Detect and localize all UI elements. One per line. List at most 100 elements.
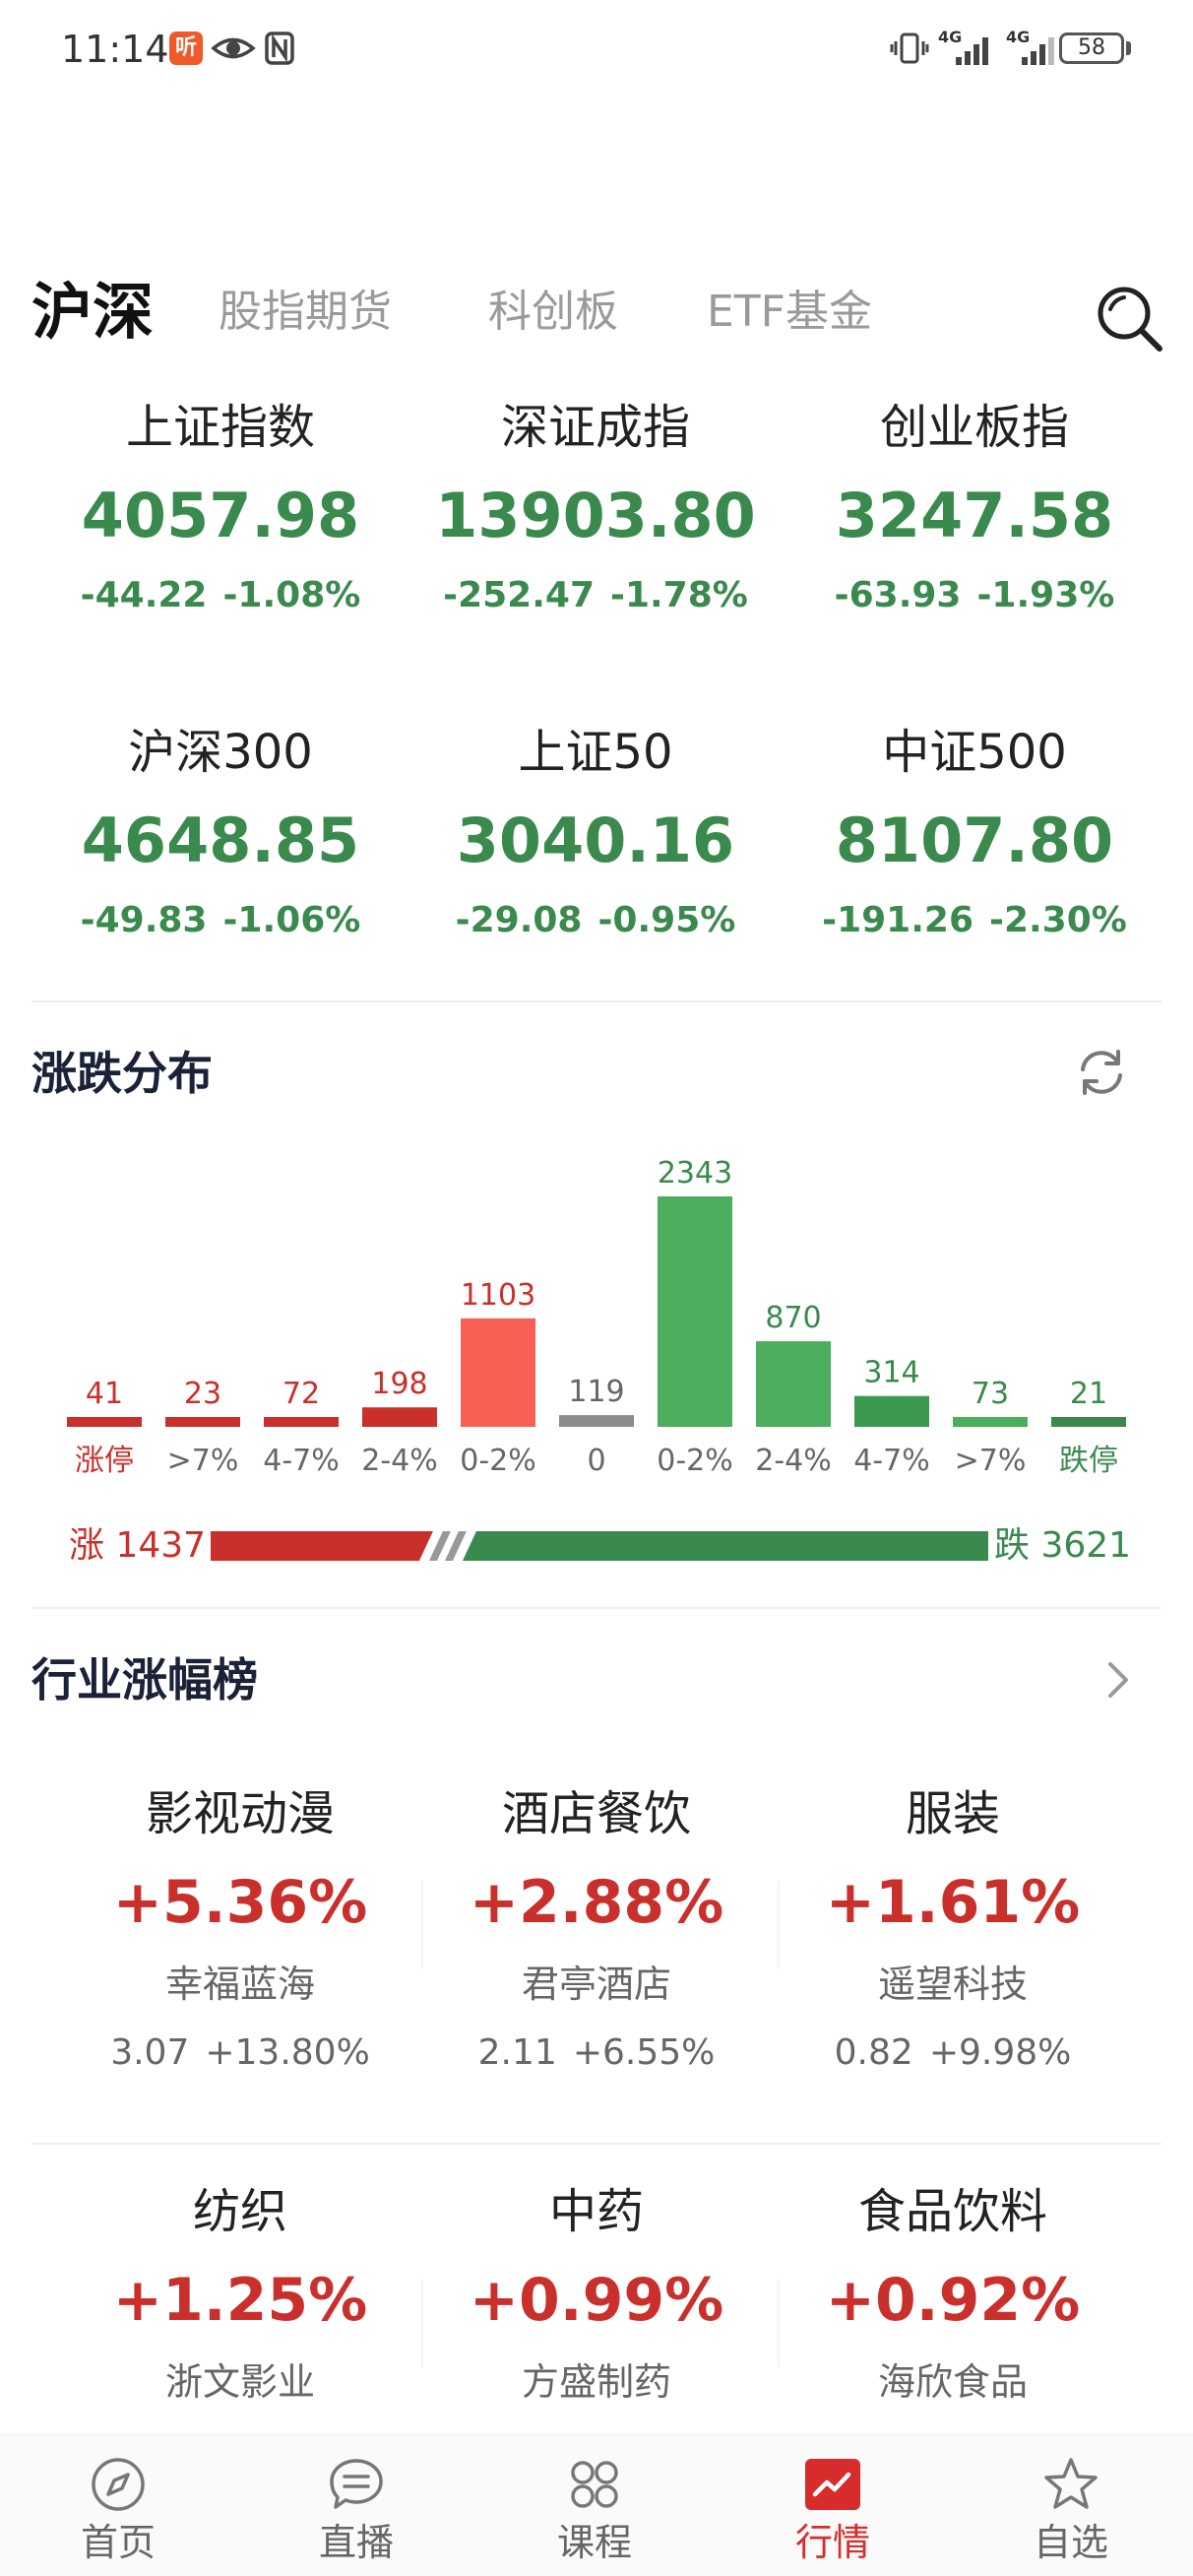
index-card-sse50[interactable]: 上证50 3040.16 -29.08 -0.95% <box>399 721 792 945</box>
bar-value-label: 2343 <box>658 1156 732 1191</box>
stock-pct: +9.98% <box>928 2032 1072 2073</box>
tab-index-futures[interactable]: 股指期货 <box>219 287 392 337</box>
leading-stock-quote: 0.82 +9.98% <box>775 2029 1131 2078</box>
bar-category-label: 0-2% <box>657 1444 733 1478</box>
industry-pct: +1.25% <box>112 2266 368 2335</box>
index-card-szse[interactable]: 深证成指 13903.80 -252.47 -1.78% <box>399 396 792 620</box>
index-value: 13903.80 <box>435 480 756 551</box>
industry-pct: +2.88% <box>469 1868 724 1937</box>
bar-value-label: 23 <box>184 1377 221 1411</box>
nav-home[interactable]: 首页 <box>20 2435 217 2576</box>
nav-label: 课程 <box>556 2521 632 2564</box>
index-change-pct: -1.06% <box>222 900 361 940</box>
index-card-sse[interactable]: 上证指数 4057.98 -44.22 -1.08% <box>24 396 417 620</box>
nav-market[interactable]: 行情 <box>734 2435 931 2576</box>
industry-card-food[interactable]: 食品饮料 +0.92% 海欣食品 <box>775 2180 1131 2409</box>
status-time: 11:14 <box>61 28 169 71</box>
nav-label: 首页 <box>80 2521 156 2564</box>
industry-name: 服装 <box>905 1786 1000 1841</box>
leading-stock: 海欣食品 <box>877 2360 1028 2404</box>
leading-stock-quote: 3.07 +13.80% <box>62 2029 418 2078</box>
grid-icon <box>571 2461 618 2508</box>
index-value: 4057.98 <box>81 480 360 551</box>
bar-value-label: 1103 <box>461 1278 535 1313</box>
index-value: 4648.85 <box>81 805 360 876</box>
index-change: -63.93 -1.93% <box>778 571 1171 620</box>
leading-stock: 浙文影业 <box>164 2360 315 2404</box>
distribution-bar <box>362 1407 437 1427</box>
refresh-icon[interactable] <box>1073 1044 1130 1101</box>
industry-card-film[interactable]: 影视动漫 +5.36% 幸福蓝海 3.07 +13.80% <box>62 1782 418 2078</box>
industry-pct: +5.36% <box>112 1868 368 1937</box>
bar-category-label: >7% <box>955 1444 1027 1478</box>
index-name: 上证50 <box>518 725 673 780</box>
chevron-right-icon[interactable] <box>1100 1656 1136 1704</box>
index-change-pct: -0.95% <box>597 900 736 940</box>
tab-star-market[interactable]: 科创板 <box>488 287 618 337</box>
index-change-abs: -63.93 <box>834 575 962 615</box>
distribution-chart: 41 涨停 23 >7% 72 4-7% 198 2-4% 1103 0-2% 119 0 2343 0-… <box>67 1156 1126 1478</box>
index-card-chinext[interactable]: 创业板指 3247.58 -63.93 -1.93% <box>778 396 1171 620</box>
network-type-2: 4G <box>1006 28 1031 46</box>
battery-indicator: 58 <box>1059 32 1124 64</box>
distribution-bar <box>165 1417 240 1427</box>
index-change-abs: -252.47 <box>443 575 596 615</box>
index-change-pct: -1.78% <box>610 575 748 615</box>
index-change: -29.08 -0.95% <box>399 896 792 945</box>
index-change-pct: -1.93% <box>976 575 1115 615</box>
index-change-abs: -44.22 <box>80 575 208 615</box>
distribution-bar <box>658 1196 732 1427</box>
industry-card-apparel[interactable]: 服装 +1.61% 遥望科技 0.82 +9.98% <box>775 1782 1131 2078</box>
index-change-abs: -49.83 <box>80 900 208 940</box>
distribution-bar <box>67 1417 142 1427</box>
industry-name: 纺织 <box>192 2184 287 2239</box>
flat-ratio-segment <box>428 1531 451 1561</box>
nav-courses[interactable]: 课程 <box>496 2435 693 2576</box>
index-name: 沪深300 <box>128 725 313 780</box>
nav-label: 行情 <box>794 2521 870 2564</box>
bar-value-label: 119 <box>568 1375 624 1409</box>
industry-card-tcm[interactable]: 中药 +0.99% 方盛制药 <box>418 2180 775 2409</box>
index-name: 上证指数 <box>125 400 315 455</box>
index-card-csi300[interactable]: 沪深300 4648.85 -49.83 -1.06% <box>24 721 417 945</box>
distribution-bar <box>854 1395 929 1427</box>
index-name: 深证成指 <box>500 400 690 455</box>
tab-hushen[interactable]: 沪深 <box>31 276 155 348</box>
bar-category-label: 涨停 <box>75 1444 134 1478</box>
distribution-bar <box>559 1415 634 1427</box>
bar-category-label: 2-4% <box>755 1444 832 1478</box>
bar-value-label: 41 <box>86 1377 123 1411</box>
nav-watchlist[interactable]: 自选 <box>973 2435 1169 2576</box>
index-name: 创业板指 <box>879 400 1069 455</box>
section-divider <box>31 1607 1162 1609</box>
industry-card-textile[interactable]: 纺织 +1.25% 浙文影业 <box>62 2180 418 2409</box>
bar-category-label: 4-7% <box>853 1444 930 1478</box>
signal-icon <box>956 37 988 65</box>
bar-value-label: 73 <box>972 1377 1009 1411</box>
tab-etf[interactable]: ETF基金 <box>707 287 872 337</box>
index-card-csi500[interactable]: 中证500 8107.80 -191.26 -2.30% <box>778 721 1171 945</box>
industry-name: 酒店餐饮 <box>501 1786 691 1841</box>
industry-name: 食品饮料 <box>857 2184 1047 2239</box>
bar-value-label: 72 <box>283 1377 320 1411</box>
industry-title: 行业涨幅榜 <box>31 1653 258 1707</box>
nav-live[interactable]: 直播 <box>258 2435 455 2576</box>
battery-tip <box>1126 41 1131 55</box>
distribution-bar <box>756 1341 831 1427</box>
leading-stock-quote: 2.11 +6.55% <box>418 2029 775 2078</box>
bar-category-label: 0 <box>587 1444 605 1478</box>
industry-name: 中药 <box>548 2184 644 2239</box>
index-change: -44.22 -1.08% <box>24 571 417 620</box>
index-change: -49.83 -1.06% <box>24 896 417 945</box>
bar-value-label: 198 <box>371 1367 427 1401</box>
index-value: 3040.16 <box>456 805 735 876</box>
vibrate-icon <box>890 32 929 64</box>
star-icon <box>1044 2458 1098 2509</box>
bar-value-label: 21 <box>1070 1377 1107 1411</box>
bar-category-label: 4-7% <box>263 1444 340 1478</box>
industry-pct: +0.99% <box>469 2266 724 2335</box>
distribution-bar <box>953 1417 1028 1427</box>
industry-card-hotel[interactable]: 酒店餐饮 +2.88% 君亭酒店 2.11 +6.55% <box>418 1782 775 2078</box>
bar-category-label: 2-4% <box>361 1444 438 1478</box>
search-icon[interactable] <box>1093 282 1165 354</box>
